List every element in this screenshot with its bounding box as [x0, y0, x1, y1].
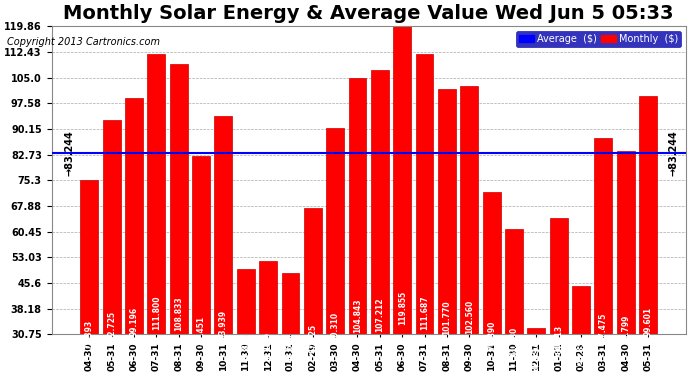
Bar	[550, 218, 568, 375]
Text: 93.939: 93.939	[219, 310, 228, 339]
Bar	[617, 151, 635, 375]
Bar	[125, 98, 143, 375]
Bar	[527, 328, 545, 375]
Text: 102.560: 102.560	[465, 300, 474, 334]
Text: →83.244: →83.244	[64, 130, 75, 176]
Text: →83.244: →83.244	[669, 130, 679, 176]
Bar	[371, 70, 388, 375]
Text: 83.799: 83.799	[621, 315, 630, 344]
Text: 48.525: 48.525	[286, 333, 295, 363]
Bar	[639, 96, 657, 375]
Text: 61.080: 61.080	[509, 327, 518, 356]
Bar	[259, 261, 277, 375]
Text: 82.451: 82.451	[197, 316, 206, 345]
Bar	[80, 180, 98, 375]
Text: 64.413: 64.413	[554, 325, 563, 354]
Text: 111.800: 111.800	[152, 295, 161, 330]
Bar	[326, 128, 344, 375]
Text: 44.851: 44.851	[577, 335, 586, 364]
Legend: Average  ($), Monthly  ($): Average ($), Monthly ($)	[516, 31, 681, 47]
Text: Copyright 2013 Cartronics.com: Copyright 2013 Cartronics.com	[7, 37, 160, 47]
Bar	[415, 54, 433, 375]
Text: 99.196: 99.196	[130, 307, 139, 336]
Bar	[215, 116, 233, 375]
Text: 49.804: 49.804	[241, 333, 250, 362]
Bar	[438, 89, 456, 375]
Bar	[103, 120, 121, 375]
Bar	[594, 138, 612, 375]
Text: 92.725: 92.725	[107, 310, 116, 339]
Bar	[505, 230, 523, 375]
Bar	[170, 64, 188, 375]
Bar	[483, 192, 500, 375]
Text: 107.212: 107.212	[375, 297, 384, 332]
Text: 51.939: 51.939	[264, 332, 273, 361]
Text: 108.833: 108.833	[174, 297, 183, 331]
Text: 75.393: 75.393	[85, 320, 94, 348]
Text: 87.475: 87.475	[599, 313, 608, 342]
Title: Monthly Solar Energy & Average Value Wed Jun 5 05:33: Monthly Solar Energy & Average Value Wed…	[63, 4, 674, 23]
Bar	[460, 86, 478, 375]
Text: 99.601: 99.601	[644, 307, 653, 336]
Bar	[237, 268, 255, 375]
Text: 71.890: 71.890	[487, 321, 496, 350]
Text: 104.843: 104.843	[353, 299, 362, 333]
Text: 111.687: 111.687	[420, 295, 429, 330]
Bar	[282, 273, 299, 375]
Text: 90.310: 90.310	[331, 312, 339, 341]
Bar	[304, 208, 322, 375]
Bar	[148, 54, 166, 375]
Bar	[393, 26, 411, 375]
Text: 32.497: 32.497	[532, 342, 541, 371]
Text: 67.225: 67.225	[308, 324, 317, 353]
Bar	[348, 78, 366, 375]
Bar	[192, 156, 210, 375]
Text: 119.855: 119.855	[397, 291, 406, 326]
Bar	[572, 286, 590, 375]
Text: 101.770: 101.770	[442, 300, 451, 335]
